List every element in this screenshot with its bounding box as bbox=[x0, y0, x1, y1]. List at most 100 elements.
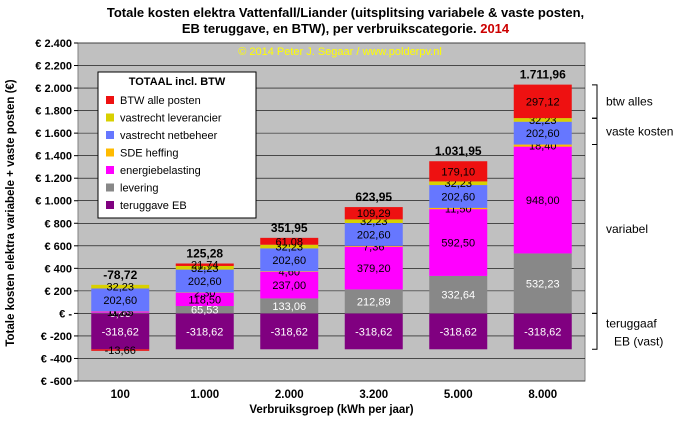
y-tick-label: € 400 bbox=[44, 263, 72, 275]
data-label-levering-4: 332,64 bbox=[441, 290, 475, 302]
bar-btw-3 bbox=[344, 207, 403, 220]
annotation-label: btw alles bbox=[606, 95, 653, 109]
x-tick-label: 100 bbox=[111, 389, 130, 401]
data-label-netbeheer-2: 202,60 bbox=[272, 255, 306, 267]
bar-teruggave-4 bbox=[429, 313, 488, 350]
total-label-2: 351,95 bbox=[271, 221, 308, 235]
legend-box bbox=[97, 71, 257, 219]
bar-teruggave-5 bbox=[513, 313, 572, 350]
data-label-netbeheer-1: 202,60 bbox=[188, 276, 222, 288]
data-label-teruggave-4: -318,62 bbox=[440, 326, 477, 338]
data-label-levering-2: 133,06 bbox=[272, 301, 306, 313]
data-label-teruggave-1: -318,62 bbox=[186, 326, 223, 338]
y-tick-label: € 1.600 bbox=[35, 128, 72, 140]
bar-levering-2 bbox=[260, 298, 319, 314]
bar-levering-3 bbox=[344, 289, 403, 314]
y-tick-label: € 200 bbox=[44, 286, 72, 298]
legend-swatch-btw bbox=[106, 96, 114, 104]
bar-energiebelasting-1 bbox=[175, 292, 234, 307]
x-tick-label: 3.200 bbox=[359, 389, 388, 401]
y-tick-label: € 1.200 bbox=[35, 173, 72, 185]
y-tick-label: € 2.000 bbox=[35, 83, 72, 95]
bar-btw-5 bbox=[513, 84, 572, 119]
annotation-label: EB (vast) bbox=[614, 334, 663, 348]
legend-swatch-levering bbox=[106, 183, 114, 192]
bar-energiebelasting-5 bbox=[513, 146, 572, 254]
data-label-teruggave-3: -318,62 bbox=[355, 326, 392, 338]
bar-btw-2 bbox=[260, 237, 319, 245]
bar-netbeheer-2 bbox=[260, 248, 319, 272]
x-tick-label: 2.000 bbox=[275, 389, 304, 401]
legend-swatch-teruggave bbox=[106, 201, 114, 209]
y-tick-label: € -400 bbox=[41, 353, 72, 365]
bar-sde-2 bbox=[260, 271, 319, 272]
bar-leverancier-1 bbox=[175, 265, 234, 270]
bar-energiebelasting-0 bbox=[91, 311, 150, 313]
data-label-energiebelasting-4: 592,50 bbox=[441, 238, 475, 250]
data-label-energiebelasting-1: 118,50 bbox=[188, 294, 221, 306]
data-label-netbeheer-0: 202,60 bbox=[103, 295, 137, 307]
bar-energiebelasting-3 bbox=[344, 246, 403, 290]
data-label-netbeheer-3: 202,60 bbox=[357, 229, 391, 241]
total-label-1: 125,28 bbox=[186, 246, 223, 260]
data-label-btw-1: 21,74 bbox=[191, 260, 219, 272]
total-label-3: 623,95 bbox=[355, 190, 392, 204]
legend-item-energiebelasting: energiebelasting bbox=[120, 165, 201, 177]
bar-teruggave-3 bbox=[344, 313, 403, 350]
y-axis-title: Totale kosten elektra variabele + vaste … bbox=[5, 79, 17, 346]
chart-title-text: EB teruggave, en BTW), per verbruikscate… bbox=[181, 21, 477, 36]
bar-netbeheer-3 bbox=[344, 223, 403, 246]
x-tick-label: 1.000 bbox=[190, 389, 219, 401]
annotation-label: teruggaaf bbox=[606, 316, 657, 330]
annotation-bracket bbox=[592, 144, 598, 314]
bar-leverancier-5 bbox=[513, 118, 572, 122]
legend-item-btw: BTW alle posten bbox=[120, 95, 201, 107]
data-label-netbeheer-4: 202,60 bbox=[441, 191, 475, 203]
data-label-levering-3: 212,89 bbox=[357, 296, 391, 308]
y-tick-label: € 2.400 bbox=[35, 38, 72, 50]
data-label-levering-1: 65,53 bbox=[191, 305, 219, 317]
legend-swatch-sde bbox=[106, 148, 114, 157]
y-tick-label: € 2.200 bbox=[35, 61, 72, 73]
data-label-teruggave-5: -318,62 bbox=[524, 326, 561, 338]
legend-item-levering: levering bbox=[120, 183, 159, 195]
legend-item-teruggave: teruggave EB bbox=[120, 200, 187, 212]
y-tick-label: € 600 bbox=[44, 241, 72, 253]
bar-teruggave-0 bbox=[91, 313, 150, 350]
bar-levering-1 bbox=[175, 306, 234, 314]
bar-netbeheer-1 bbox=[175, 269, 234, 293]
annotation-bracket bbox=[592, 312, 598, 350]
bar-netbeheer-4 bbox=[429, 185, 488, 208]
bar-teruggave-1 bbox=[175, 313, 234, 350]
bar-leverancier-3 bbox=[344, 219, 403, 224]
x-tick-label: 8.000 bbox=[528, 389, 557, 401]
chart-title-line2: EB teruggave, en BTW), per verbruikscate… bbox=[0, 21, 691, 36]
data-label-netbeheer-5: 202,60 bbox=[526, 128, 560, 140]
chart-title-line1: Totale kosten elektra Vattenfall/Liander… bbox=[106, 5, 585, 20]
legend-swatch-leverancier bbox=[106, 113, 114, 122]
data-label-btw-5: 297,12 bbox=[526, 96, 560, 108]
y-tick-label: € 800 bbox=[44, 218, 72, 230]
y-tick-label: € 1.000 bbox=[35, 196, 72, 208]
y-tick-label: € - bbox=[59, 308, 72, 320]
data-label-btw-4: 179,10 bbox=[441, 166, 475, 178]
bar-btw-1 bbox=[175, 263, 234, 266]
data-label-btw-3: 109,29 bbox=[357, 208, 391, 220]
bar-levering-5 bbox=[513, 253, 572, 314]
bar-energiebelasting-4 bbox=[429, 209, 488, 276]
legend-item-sde: SDE heffing bbox=[120, 148, 179, 160]
bar-btw-0 bbox=[91, 349, 150, 351]
bar-teruggave-2 bbox=[260, 313, 319, 350]
data-label-teruggave-0: -318,62 bbox=[102, 326, 139, 338]
total-label-0: -78,72 bbox=[103, 268, 137, 282]
x-tick-label: 5.000 bbox=[444, 389, 473, 401]
bar-leverancier-4 bbox=[429, 181, 488, 186]
chart-title-year: 2014 bbox=[480, 21, 510, 36]
bar-energiebelasting-2 bbox=[260, 271, 319, 299]
data-label-leverancier-0: 32,23 bbox=[106, 282, 134, 294]
bar-leverancier-2 bbox=[260, 244, 319, 249]
y-tick-label: € 1.800 bbox=[35, 106, 72, 118]
legend-title: TOTAAL incl. BTW bbox=[129, 76, 226, 88]
